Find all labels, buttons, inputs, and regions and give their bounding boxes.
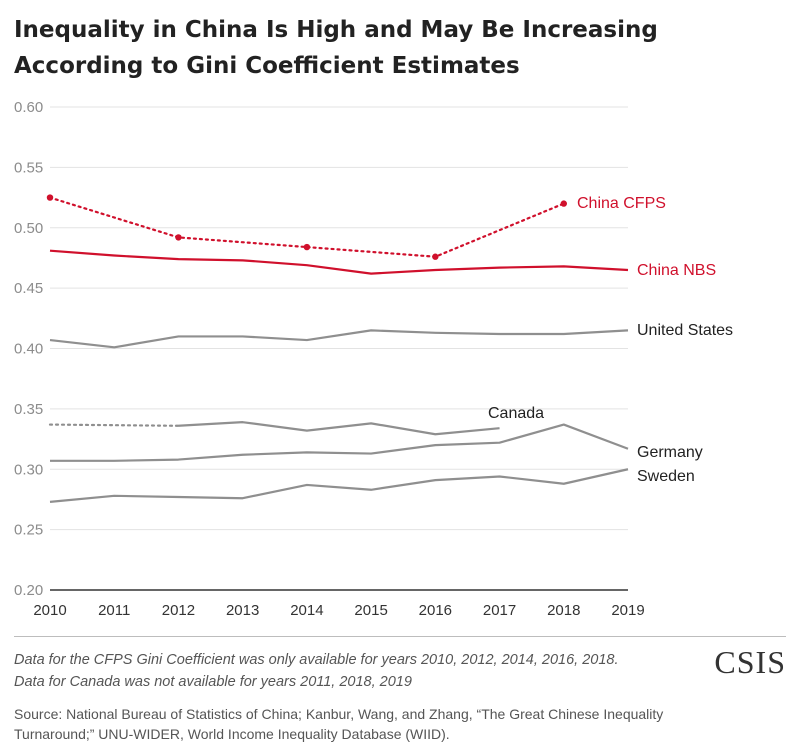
note-canada: Data for Canada was not available for ye… bbox=[14, 674, 412, 690]
series-label-germany: Germany bbox=[637, 444, 703, 461]
data-point bbox=[175, 234, 182, 241]
series-line-germany bbox=[50, 423, 629, 462]
y-tick-label: 0.45 bbox=[14, 280, 43, 297]
series-labels: China CFPS China NBS United States Canada Ge… bbox=[488, 195, 733, 485]
x-tick-label: 2014 bbox=[290, 602, 323, 619]
x-tick-label: 2019 bbox=[611, 602, 644, 619]
chart-title: Inequality in China Is High and May Be I… bbox=[14, 17, 658, 79]
series-gap-canada bbox=[48, 423, 180, 427]
series-lines bbox=[46, 194, 629, 503]
data-point bbox=[432, 253, 439, 260]
y-tick-label: 0.20 bbox=[14, 582, 43, 599]
x-tick-label: 2010 bbox=[33, 602, 66, 619]
x-tick-label: 2015 bbox=[354, 602, 387, 619]
data-point bbox=[303, 243, 311, 251]
source-text: Source: National Bureau of Statistics of… bbox=[14, 706, 664, 742]
series-line-sweden bbox=[49, 468, 629, 503]
y-tick-label: 0.25 bbox=[14, 522, 43, 539]
y-axis-ticks: 0.20 0.25 0.30 0.35 0.40 0.45 0.50 0.55 0.60 bbox=[14, 99, 43, 599]
csis-logo: CSIS bbox=[714, 644, 786, 680]
data-point bbox=[560, 200, 567, 207]
x-tick-label: 2013 bbox=[226, 602, 259, 619]
x-axis-ticks: 2010 2011 2012 2013 2014 2015 2016 2017 2018 2019 bbox=[33, 602, 644, 619]
series-label-china-nbs: China NBS bbox=[637, 262, 716, 279]
y-tick-label: 0.30 bbox=[14, 461, 43, 478]
line-chart: 0.20 0.25 0.30 0.35 0.40 0.45 0.50 0.55 0.60 201… bbox=[14, 99, 733, 619]
x-tick-label: 2011 bbox=[98, 602, 130, 619]
x-tick-label: 2016 bbox=[419, 602, 452, 619]
y-tick-label: 0.50 bbox=[14, 220, 43, 237]
x-tick-label: 2018 bbox=[547, 602, 580, 619]
gridlines bbox=[50, 106, 628, 591]
series-label-canada: Canada bbox=[488, 405, 544, 422]
series-label-china-cfps: China CFPS bbox=[577, 195, 666, 212]
data-point bbox=[46, 194, 54, 201]
note-cfps: Data for the CFPS Gini Coefficient was o… bbox=[14, 652, 619, 668]
y-tick-label: 0.40 bbox=[14, 341, 43, 358]
series-label-sweden: Sweden bbox=[637, 468, 695, 485]
series-label-united-states: United States bbox=[637, 322, 733, 339]
series-line-united-states bbox=[49, 329, 629, 349]
y-tick-label: 0.35 bbox=[14, 401, 43, 418]
y-tick-label: 0.60 bbox=[14, 99, 43, 116]
y-tick-label: 0.55 bbox=[14, 159, 43, 176]
footer-divider bbox=[14, 636, 786, 637]
series-line-canada bbox=[178, 421, 500, 436]
series-line-china-nbs bbox=[49, 249, 629, 275]
x-tick-label: 2017 bbox=[483, 602, 516, 619]
x-tick-label: 2012 bbox=[162, 602, 195, 619]
